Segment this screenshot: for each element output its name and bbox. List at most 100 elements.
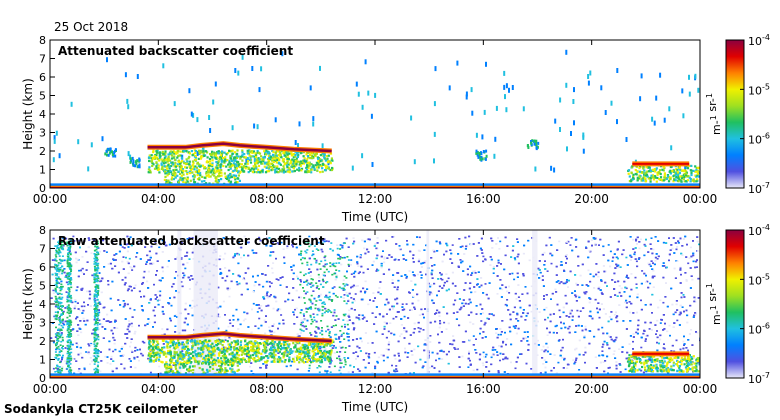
cloud-pixel	[166, 160, 169, 163]
noise-pixel	[696, 266, 698, 268]
noise-pixel	[149, 371, 152, 374]
cloud-pixel	[150, 157, 153, 160]
cloud-pixel	[255, 158, 258, 162]
cloud-pixel	[217, 179, 220, 182]
noise-pixel	[126, 289, 129, 292]
cloud-pixel	[685, 173, 688, 176]
cloud-pixel	[211, 156, 214, 159]
noise-pixel	[452, 335, 455, 337]
cloud-pixel	[184, 163, 187, 166]
cloud-pixel	[211, 162, 214, 165]
cloud-pixel	[305, 153, 308, 156]
noise-pixel	[121, 246, 124, 248]
cloud-pixel	[219, 156, 222, 159]
noise-pixel	[72, 358, 75, 361]
noise-pixel	[528, 304, 531, 307]
cloud-pixel	[199, 171, 202, 175]
noise-pixel	[637, 319, 640, 322]
cloud-pixel	[627, 169, 631, 172]
noise-pixel	[227, 325, 230, 328]
noise-pixel	[635, 283, 638, 285]
noise-pixel	[601, 350, 604, 352]
cloud-patch-pixel	[484, 157, 487, 161]
noise-pixel	[334, 319, 337, 321]
noise-pixel	[633, 254, 636, 257]
cloud-pixel	[211, 173, 214, 176]
speckle	[566, 146, 568, 152]
noise-pixel	[149, 299, 152, 301]
cloud-pixel	[167, 156, 170, 159]
noise-pixel	[53, 315, 56, 318]
noise-pixel	[411, 289, 414, 291]
cloud-patch-pixel	[107, 153, 110, 157]
cloud-pixel	[643, 169, 646, 172]
noise-pixel	[71, 343, 74, 346]
cloud-pixel	[203, 167, 206, 170]
cloud-pixel	[282, 150, 285, 153]
cloud-pixel	[158, 157, 161, 160]
noise-pixel	[110, 309, 113, 312]
cloud-pixel	[292, 156, 295, 159]
noise-pixel	[557, 361, 560, 364]
noise-pixel	[299, 279, 302, 281]
cloud-pixel	[185, 150, 188, 153]
noise-pixel	[644, 304, 647, 306]
cloud-pixel	[163, 178, 166, 181]
cloud-pixel	[152, 151, 155, 154]
noise-pixel	[168, 243, 171, 246]
noise-pixel	[259, 367, 262, 369]
speckle	[550, 165, 553, 171]
cloud-pixel	[276, 158, 279, 161]
cloud-pixel	[257, 168, 260, 171]
cloud-pixel	[149, 171, 152, 174]
cloud-pixel	[267, 154, 271, 157]
noise-pixel	[117, 299, 120, 301]
cloud-pixel	[643, 173, 646, 176]
cloud-pixel	[276, 165, 279, 168]
noise-pixel	[90, 342, 93, 345]
cloud-pixel	[178, 162, 182, 165]
cloud-pixel	[232, 169, 235, 172]
cloud-pixel	[645, 166, 648, 169]
cloud-pixel	[320, 158, 323, 162]
noise-pixel	[131, 269, 134, 271]
cloud-pixel	[630, 180, 633, 183]
noise-pixel	[469, 301, 472, 304]
cloud-pixel	[229, 167, 232, 170]
cloud-pixel	[326, 161, 329, 164]
noise-pixel	[222, 258, 225, 260]
cloud-pixel	[235, 156, 239, 159]
cloud-pixel	[207, 171, 210, 174]
noise-pixel	[387, 330, 390, 333]
cloud-pixel	[217, 160, 220, 163]
cloud-pixel	[302, 162, 305, 165]
cloud-pixel	[196, 174, 199, 177]
noise-pixel	[86, 261, 89, 263]
speckle	[475, 132, 478, 138]
noise-pixel	[429, 335, 432, 337]
cloud-pixel	[241, 151, 244, 154]
noise-pixel	[352, 328, 355, 331]
speckle	[610, 100, 613, 106]
cloud-patch-pixel	[526, 144, 529, 148]
cloud-patch-pixel	[485, 149, 488, 153]
noise-pixel	[237, 274, 240, 277]
speckle	[465, 91, 468, 97]
noise-pixel	[594, 237, 597, 240]
cloud-pixel	[663, 172, 666, 175]
cloud-pixel	[696, 166, 699, 169]
noise-pixel	[347, 357, 350, 359]
noise-pixel	[276, 242, 279, 244]
noise-pixel	[618, 304, 621, 306]
noise-pixel	[228, 295, 231, 298]
cloud-pixel	[264, 153, 268, 156]
cloud-pixel	[161, 166, 164, 169]
cloud-pixel	[251, 167, 254, 170]
cloud-pixel	[676, 171, 679, 174]
noise-pixel	[500, 333, 502, 336]
noise-pixel	[169, 297, 171, 299]
cloud-pixel	[223, 160, 226, 163]
noise-pixel	[272, 307, 275, 310]
cloud-pixel	[257, 151, 260, 154]
noise-pixel	[569, 244, 572, 246]
